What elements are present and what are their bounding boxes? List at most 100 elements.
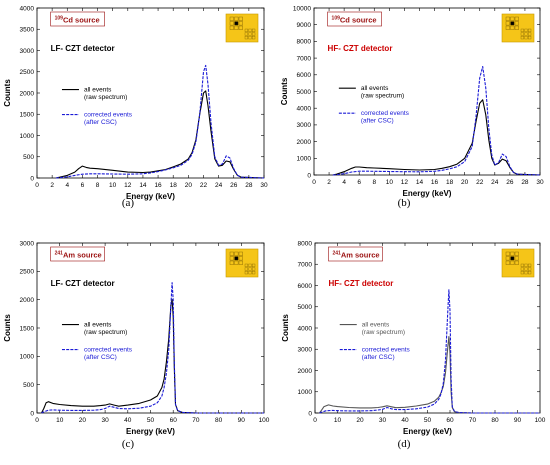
x-tick-label: 12 bbox=[401, 179, 409, 186]
legend: all events(raw spectrum) corrected events… bbox=[339, 322, 411, 361]
y-axis-label: Counts bbox=[3, 79, 12, 107]
pixel-small bbox=[528, 36, 532, 40]
pixel-small bbox=[528, 267, 532, 271]
pixel bbox=[234, 251, 239, 256]
y-tick-label: 4000 bbox=[297, 106, 312, 113]
x-tick-label: 18 bbox=[446, 179, 454, 186]
pixel-small bbox=[244, 263, 248, 267]
pixel-small bbox=[244, 271, 248, 275]
x-tick-label: 70 bbox=[192, 417, 200, 424]
y-tick-label: 9000 bbox=[297, 22, 312, 29]
pixel bbox=[514, 260, 519, 265]
x-tick-label: 2 bbox=[327, 179, 331, 186]
panel-caption: (b) bbox=[398, 197, 411, 209]
x-tick-label: 10 bbox=[56, 417, 64, 424]
pixel bbox=[505, 251, 510, 256]
pixel-detector-icon bbox=[501, 248, 535, 278]
pixel-small bbox=[524, 32, 528, 36]
pixel bbox=[514, 256, 519, 261]
pixel-small bbox=[248, 28, 252, 32]
x-tick-label: 10 bbox=[334, 417, 342, 424]
y-tick-label: 3500 bbox=[20, 27, 35, 34]
pixel-small bbox=[524, 263, 528, 267]
x-tick-label: 12 bbox=[124, 182, 132, 189]
pixel bbox=[505, 256, 510, 261]
y-tick-label: 3000 bbox=[297, 122, 312, 129]
y-tick-label: 6000 bbox=[297, 72, 312, 79]
x-tick-label: 26 bbox=[506, 179, 514, 186]
x-tick-label: 28 bbox=[521, 179, 529, 186]
detector-label: HF- CZT detector bbox=[329, 279, 394, 288]
pixel-small bbox=[520, 36, 524, 40]
chart-panel-b: 0 2 4 6 8 10 12 14 16 18 20 22 24 26 28 300100020003000… bbox=[280, 5, 544, 209]
y-axis-label: Counts bbox=[281, 314, 290, 342]
pixel-small bbox=[244, 36, 248, 40]
x-tick-label: 10 bbox=[386, 179, 394, 186]
panel-caption: (d) bbox=[398, 438, 411, 450]
legend: all events(raw spectrum) corrected events… bbox=[61, 87, 133, 126]
pixel-small bbox=[248, 267, 252, 271]
pixel-small bbox=[244, 267, 248, 271]
pixel-small bbox=[252, 28, 256, 32]
series-line-corrected-events bbox=[319, 289, 540, 414]
x-tick-label: 80 bbox=[491, 417, 499, 424]
x-tick-label: 30 bbox=[260, 182, 268, 189]
y-tick-label: 2500 bbox=[20, 69, 35, 76]
legend-entry-sub: (after CSC) bbox=[84, 354, 117, 361]
pixel bbox=[229, 251, 234, 256]
pixel-small bbox=[248, 32, 252, 36]
x-tick-label: 18 bbox=[170, 182, 178, 189]
y-tick-label: 2000 bbox=[297, 139, 312, 146]
source-label: 109Cd source bbox=[55, 16, 100, 25]
pixel-detector-icon bbox=[501, 13, 535, 43]
y-tick-label: 500 bbox=[23, 382, 34, 389]
pixel bbox=[238, 16, 243, 21]
source-label: 109Cd source bbox=[332, 16, 377, 25]
source-name: Cd source bbox=[63, 16, 100, 25]
pixel-small bbox=[528, 28, 532, 32]
pixel bbox=[238, 25, 243, 30]
y-tick-label: 0 bbox=[30, 175, 34, 182]
pixel bbox=[234, 256, 239, 261]
source-isotope-mass: 241 bbox=[333, 251, 342, 257]
series-line-all-events bbox=[319, 335, 540, 414]
x-tick-label: 28 bbox=[245, 182, 253, 189]
y-tick-label: 2000 bbox=[20, 297, 35, 304]
x-tick-label: 0 bbox=[312, 179, 316, 186]
source-name: Am source bbox=[63, 251, 102, 260]
y-tick-label: 4000 bbox=[298, 325, 313, 332]
series-line-all-events bbox=[55, 90, 265, 179]
source-label: 241Am source bbox=[55, 251, 102, 260]
legend-entry-sub: (raw spectrum) bbox=[84, 94, 127, 101]
x-tick-label: 4 bbox=[65, 182, 69, 189]
pixel bbox=[505, 21, 510, 26]
x-axis-label: Energy (keV) bbox=[403, 427, 452, 436]
chart-panel-d: 0 10 20 30 40 50 60 70 80 90 100010002000300040005… bbox=[281, 240, 546, 450]
series-line-corrected-events bbox=[55, 64, 265, 179]
pixel-small bbox=[244, 28, 248, 32]
pixel-small bbox=[252, 263, 256, 267]
y-tick-label: 3000 bbox=[20, 240, 35, 247]
y-tick-label: 5000 bbox=[297, 89, 312, 96]
y-tick-label: 7000 bbox=[297, 55, 312, 62]
y-tick-label: 8000 bbox=[298, 240, 313, 247]
pixel bbox=[510, 25, 515, 30]
x-tick-label: 70 bbox=[469, 417, 477, 424]
y-tick-label: 1500 bbox=[20, 325, 35, 332]
x-tick-label: 22 bbox=[476, 179, 484, 186]
x-tick-label: 0 bbox=[313, 417, 317, 424]
pixel-small bbox=[248, 36, 252, 40]
legend-entry-sub: (raw spectrum) bbox=[84, 329, 127, 336]
source-label-box bbox=[328, 246, 383, 262]
y-tick-label: 2500 bbox=[20, 269, 35, 276]
x-tick-label: 50 bbox=[424, 417, 432, 424]
series-line-all-events bbox=[332, 99, 541, 176]
x-tick-label: 8 bbox=[96, 182, 100, 189]
pixel-small bbox=[248, 271, 252, 275]
x-tick-label: 40 bbox=[124, 417, 132, 424]
pixel-small bbox=[528, 32, 532, 36]
pixel-small bbox=[520, 28, 524, 32]
legend: all events(raw spectrum) corrected events… bbox=[338, 85, 410, 125]
y-tick-label: 5000 bbox=[298, 304, 313, 311]
y-tick-label: 3000 bbox=[298, 347, 313, 354]
